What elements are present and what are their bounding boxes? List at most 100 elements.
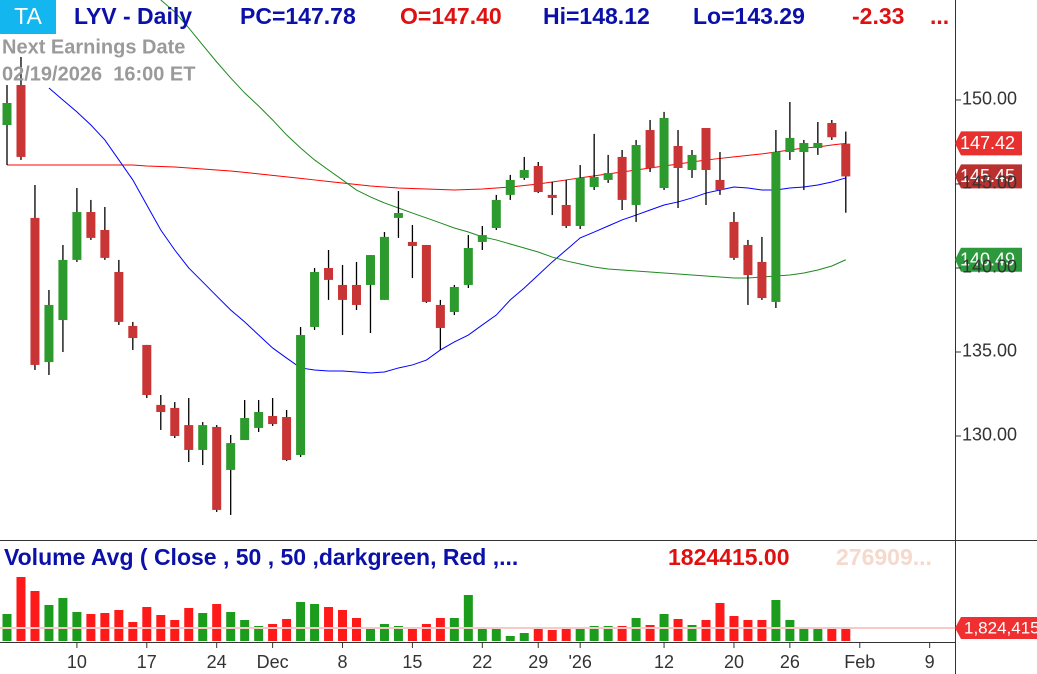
volume-bar <box>30 591 40 641</box>
volume-bar <box>128 622 138 641</box>
candle-body <box>2 102 12 126</box>
volume-bar <box>631 618 641 641</box>
price-tag <box>955 164 1022 189</box>
volume-bar <box>743 620 753 641</box>
candle-body <box>799 142 809 153</box>
price-tag <box>955 131 1022 156</box>
volume-bar <box>757 620 767 641</box>
candle-body <box>463 247 473 285</box>
candle-body <box>226 443 236 470</box>
volume-bar <box>407 627 417 641</box>
candle-body <box>435 304 445 328</box>
candle-body <box>170 407 180 436</box>
price-tag <box>955 247 1022 272</box>
volume-bar <box>491 628 501 641</box>
volume-bar <box>435 618 445 641</box>
moving-average-line <box>48 87 846 374</box>
candle-body <box>701 128 711 171</box>
price-panel <box>2 0 851 515</box>
volume-bar <box>463 595 473 641</box>
volume-bar <box>58 598 68 641</box>
volume-bar <box>687 625 697 641</box>
x-tick-label: 22 <box>472 652 492 672</box>
volume-bar <box>477 628 487 641</box>
volume-bar <box>142 607 152 641</box>
volume-bar <box>813 629 823 641</box>
candle-body <box>72 212 82 260</box>
header-field: ... <box>930 3 949 29</box>
volume-bar <box>44 605 54 641</box>
volume-bar <box>282 619 292 641</box>
candle-body <box>240 418 250 441</box>
candle-body <box>142 344 152 396</box>
header-field: Hi=148.12 <box>543 3 650 29</box>
x-tick-label: Dec <box>257 652 289 672</box>
candle-body <box>491 199 501 228</box>
volume-bar <box>589 626 599 641</box>
candle-body <box>813 142 823 149</box>
price-tag-label: 145.45 <box>960 166 1015 186</box>
candle-body <box>310 272 320 327</box>
volume-readout: 1824415.00 <box>668 544 790 570</box>
candle-body <box>645 130 655 169</box>
x-tick-label: '26 <box>568 652 591 672</box>
volume-bar <box>184 608 194 641</box>
candle-body <box>771 152 781 302</box>
candle-body <box>338 284 348 300</box>
candle-body <box>729 221 739 258</box>
candle-body <box>379 236 389 300</box>
candle-body <box>393 213 403 218</box>
volume-bar <box>16 577 26 641</box>
x-tick-label: 15 <box>402 652 422 672</box>
candle-body <box>30 217 40 365</box>
candle-body <box>617 156 627 200</box>
candle-body <box>128 325 138 339</box>
volume-panel <box>0 577 955 641</box>
volume-bar <box>561 628 571 641</box>
volume-bar <box>365 627 375 641</box>
overlay: 1,824,415 147.42 145.45 140.49 <box>955 131 1037 639</box>
candle-body <box>352 284 361 305</box>
volume-bar <box>575 627 585 641</box>
candle-body <box>156 404 166 412</box>
candle-body <box>561 204 571 226</box>
y-tick-label: 135.00 <box>962 341 1017 361</box>
x-tick-label: 24 <box>207 652 227 672</box>
volume-bar <box>505 636 515 641</box>
volume-bar <box>240 620 250 641</box>
badge-box <box>0 0 56 34</box>
header-field: Lo=143.29 <box>693 3 805 29</box>
x-tick-label: 12 <box>654 652 674 672</box>
candle-body <box>673 146 683 169</box>
candle-body <box>114 272 124 322</box>
candle-body <box>365 255 375 285</box>
volume-bar <box>296 602 306 641</box>
price-tag-label: 147.42 <box>960 133 1015 153</box>
x-tick-label: Feb <box>844 652 875 672</box>
x-tick-label: 10 <box>67 652 87 672</box>
candle-body <box>743 244 753 276</box>
chart-title: LYV - Daily <box>74 3 192 29</box>
volume-tag <box>955 616 1037 639</box>
candle-body <box>58 259 68 321</box>
candle-body <box>16 85 26 157</box>
candle-body <box>631 144 641 205</box>
candle-body <box>324 267 334 280</box>
candle-body <box>785 137 795 153</box>
volume-bar <box>617 626 627 641</box>
volume-bar <box>324 607 334 641</box>
candle-body <box>757 261 767 299</box>
candle-body <box>421 244 431 302</box>
candle-body <box>533 165 543 193</box>
candle-body <box>715 179 725 191</box>
volume-bar <box>72 612 82 641</box>
volume-bar <box>799 627 809 641</box>
badge: TA <box>14 3 42 29</box>
volume-bar <box>785 620 795 641</box>
volume-readout: 276909... <box>836 544 932 570</box>
volume-bar <box>533 628 543 641</box>
volume-bar <box>771 600 781 641</box>
candle-body <box>212 426 222 510</box>
